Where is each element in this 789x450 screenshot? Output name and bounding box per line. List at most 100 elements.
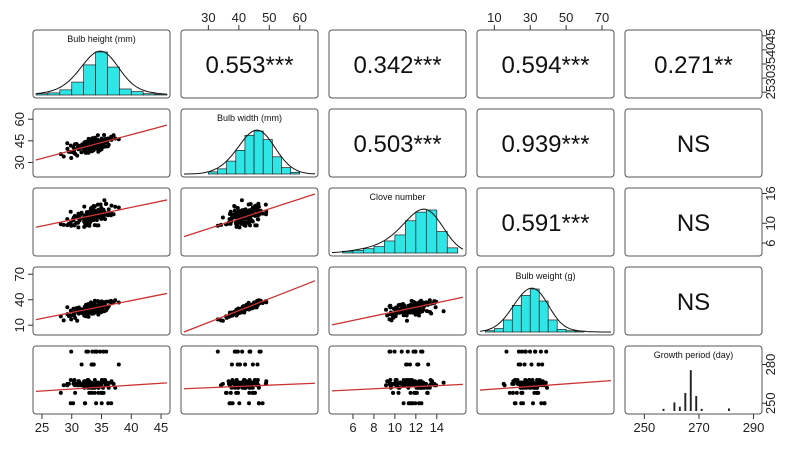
scatter-point (255, 205, 260, 210)
scatter-point (406, 309, 411, 314)
scatter-point (424, 300, 428, 305)
tick-label: 10 (763, 216, 778, 230)
panel-frame-4-1 (32, 266, 171, 336)
scatter-point (409, 298, 414, 303)
scatter-point (526, 379, 531, 384)
tick-label: 25 (35, 420, 49, 435)
scatter-point (504, 349, 509, 354)
scatter-point (79, 362, 84, 367)
panel-frame-1-4 (476, 29, 615, 99)
scatter-point (516, 349, 521, 354)
variable-label-bulb-weight: Bulb weight (g) (515, 271, 575, 281)
scatter-point (61, 383, 66, 388)
fit-line (35, 199, 168, 228)
scatter-point (419, 299, 424, 304)
histogram-bar (529, 288, 540, 333)
scatter-point (545, 385, 549, 390)
scatter-point (392, 349, 397, 354)
scatter-point (113, 298, 118, 303)
panel-frame-5-2 (180, 345, 319, 415)
scatter-point (94, 218, 99, 222)
scatter-point (80, 142, 85, 147)
scatter-point (89, 390, 94, 395)
scatter-point (99, 136, 104, 141)
tick-label: 45 (154, 420, 168, 435)
scatter-point (88, 138, 93, 143)
scatter-point (72, 142, 77, 147)
scatter-point (72, 223, 77, 228)
scatter-point (224, 390, 228, 395)
scatter-point (539, 401, 544, 406)
scatter-point (76, 225, 81, 230)
scatter-point (252, 300, 257, 305)
scatter-point (85, 379, 89, 384)
scatter-point (425, 309, 429, 314)
scatter-point (418, 308, 423, 312)
scatter-point (96, 390, 101, 395)
histogram-bar (520, 295, 531, 333)
panel-frame-2-4 (476, 108, 615, 178)
histogram-bar (271, 156, 282, 175)
scatter-point (232, 208, 237, 213)
scatter-point (419, 349, 424, 354)
scatter-point (513, 401, 518, 406)
fit-line (183, 382, 316, 390)
scatter-point (248, 208, 253, 213)
histogram-bar (244, 134, 255, 175)
histogram-bar (695, 395, 698, 411)
scatter-point (92, 378, 97, 382)
scatter-point (514, 390, 519, 395)
scatter-point (255, 217, 260, 222)
histogram-bar (253, 130, 264, 175)
scatter-point (246, 202, 251, 207)
scatter-point (104, 201, 109, 206)
scatter-point (263, 202, 268, 207)
scatter-point (535, 390, 540, 395)
correlation-label: 0.939*** (501, 131, 589, 158)
panel-frame-5-3 (328, 345, 467, 415)
scatter-point (241, 304, 246, 309)
histogram-bar (538, 300, 549, 333)
histogram-bar (673, 402, 676, 411)
scatter-point (219, 383, 223, 388)
scatter-point (519, 349, 524, 354)
correlation-label: 0.271** (654, 52, 733, 79)
scatter-point (247, 401, 251, 406)
scatter-point (515, 381, 520, 386)
scatter-point (68, 378, 73, 382)
tick-label: 70 (12, 267, 27, 281)
scatter-point (248, 380, 253, 385)
scatter-point (543, 380, 548, 385)
scatter-point (61, 154, 66, 159)
histogram-bar (662, 408, 665, 411)
scatter-point (86, 349, 90, 354)
correlation-label: 0.591*** (501, 210, 589, 237)
scatter-point (534, 380, 539, 385)
scatter-point (248, 349, 252, 354)
fit-line (479, 379, 612, 391)
histogram-bar (728, 408, 730, 411)
scatter-point (92, 204, 97, 209)
variable-label-bulb-height: Bulb height (mm) (67, 34, 136, 44)
scatter-point (92, 298, 97, 303)
fit-line (331, 383, 464, 392)
panel-frame-1-3 (328, 29, 467, 99)
scatter-point (413, 349, 418, 354)
scatter-point (520, 383, 525, 388)
scatter-point (85, 212, 89, 217)
histogram-bar (83, 64, 96, 96)
scatter-point (413, 390, 418, 395)
scatter-point (99, 401, 104, 406)
fit-line (35, 124, 168, 161)
scatter-point (76, 214, 81, 219)
scatter-point (219, 318, 223, 323)
tick-label: 14 (430, 420, 444, 435)
scatter-point (88, 304, 93, 309)
panel-frame-3-3 (328, 187, 467, 257)
fit-line (183, 280, 316, 333)
density-curve (479, 287, 611, 333)
scatter-point (441, 380, 446, 385)
scatter-point (384, 307, 388, 312)
scatter-point (260, 211, 265, 216)
scatter-point (255, 362, 260, 367)
